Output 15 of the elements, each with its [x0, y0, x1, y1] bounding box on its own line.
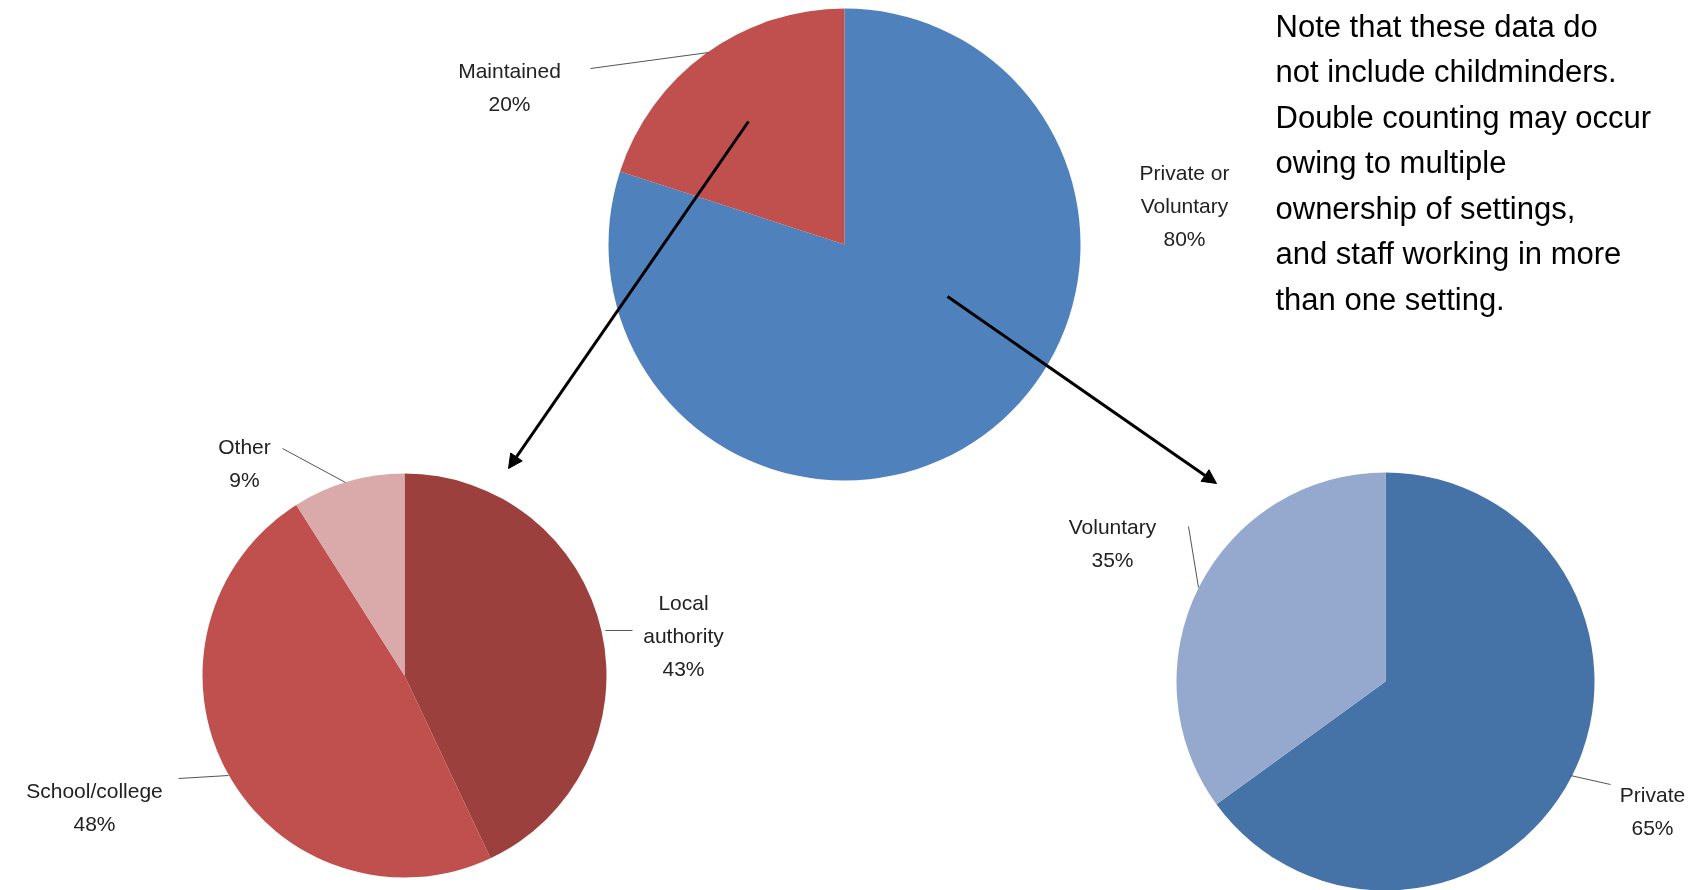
data-label: 80%: [1163, 227, 1206, 251]
slice-label: School/college: [26, 778, 163, 802]
slice-label: Other: [218, 434, 271, 458]
data-label: 35%: [1091, 547, 1134, 571]
data-label: 48%: [73, 811, 116, 835]
slice-label: Local authority: [643, 590, 725, 647]
slice-label: Maintained: [458, 58, 561, 82]
data-label: 65%: [1631, 815, 1674, 839]
text: Note that these data do not include childminders. Double counting may occur owing to multiple ownership of settings, and staff working in more than one setting.: [1275, 8, 1652, 317]
slice-label: Voluntary: [1068, 514, 1157, 538]
slice-label: Private: [1619, 782, 1686, 806]
data-label: 9%: [229, 467, 260, 491]
data-label: 20%: [488, 91, 531, 115]
slice-label: Private or Voluntary: [1139, 160, 1230, 217]
data-label: 43%: [662, 657, 705, 681]
